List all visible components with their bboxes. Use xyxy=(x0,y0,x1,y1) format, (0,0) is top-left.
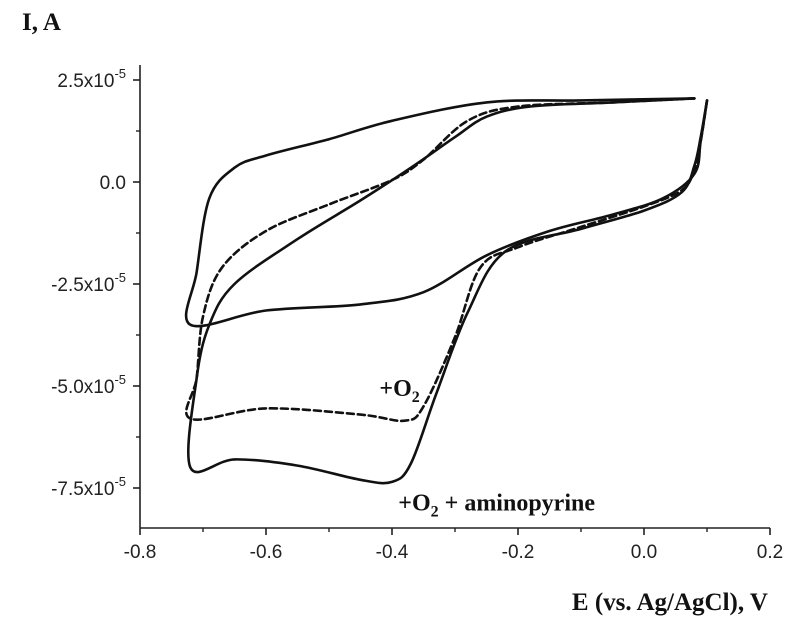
annotation-o2: +O2 xyxy=(379,376,419,406)
y-tick-label: -7.5x10-5 xyxy=(51,474,126,500)
oxygen-aminopyrine-cv-curve xyxy=(187,97,709,485)
y-axis-ticks: 2.5x10-5 0.0 -2.5x10-5 -5.0x10-5 -7.5x10-5 xyxy=(51,66,140,500)
series-layer xyxy=(184,97,709,485)
x-tick-label: -0.8 xyxy=(124,542,157,563)
x-tick-label: -0.4 xyxy=(376,542,409,563)
y-tick-label: -2.5x10-5 xyxy=(51,270,126,296)
x-axis-ticks: -0.8 -0.6 -0.4 -0.2 0.0 0.2 xyxy=(124,528,783,563)
x-tick-label: -0.6 xyxy=(250,542,283,563)
annotation-o2-aminopyrine: +O2 + aminopyrine xyxy=(398,490,595,520)
x-tick-label: 0.0 xyxy=(631,542,657,563)
annotations-layer: +O2 +O2 + aminopyrine xyxy=(379,376,595,520)
x-tick-label: -0.2 xyxy=(502,542,535,563)
y-tick-label: 0.0 xyxy=(100,173,126,194)
y-tick-label: -5.0x10-5 xyxy=(51,372,126,398)
background-cv-curve xyxy=(184,97,709,328)
x-axis-title: E (vs. Ag/AgCl), V xyxy=(572,589,768,616)
y-axis-title: I, A xyxy=(22,9,61,36)
y-tick-label: 2.5x10-5 xyxy=(57,66,126,92)
x-tick-label: 0.2 xyxy=(757,542,783,563)
